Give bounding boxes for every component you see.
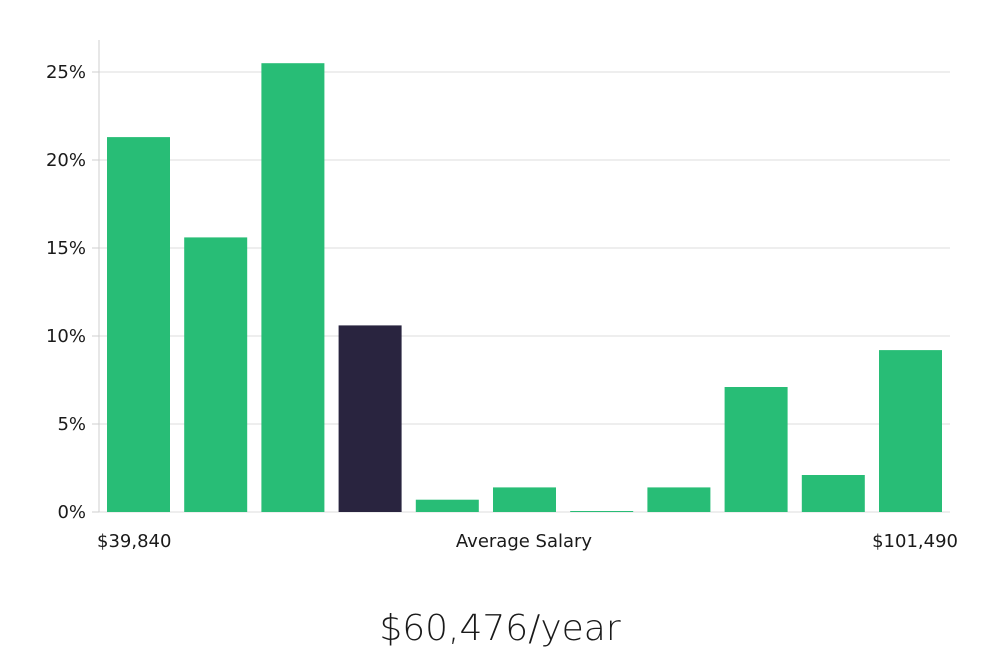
y-tick-label: 5% [57, 414, 86, 435]
y-tick-label: 10% [46, 326, 86, 347]
bar [570, 511, 634, 512]
x-min-label: $39,840 [97, 531, 171, 552]
salary-histogram: 0%5%10%15%20%25% $39,840 Average Salary … [46, 40, 958, 552]
y-tick-label: 0% [57, 502, 86, 523]
average-salary-summary: $60,476/year [379, 608, 621, 649]
y-tick-label: 25% [46, 62, 86, 83]
bar [261, 63, 325, 512]
y-tick-label: 15% [46, 238, 86, 259]
bar [801, 475, 865, 512]
bar [184, 237, 248, 512]
y-tick-label: 20% [46, 150, 86, 171]
x-max-label: $101,490 [872, 531, 958, 552]
bar [107, 137, 170, 512]
bar-highlighted [338, 325, 402, 512]
bar [879, 350, 942, 512]
bar [647, 487, 711, 512]
bar [724, 387, 788, 512]
x-axis-title: Average Salary [456, 531, 593, 552]
bar [415, 499, 479, 512]
y-tick-labels: 0% 5% 10% 15% 20% 25% [46, 62, 86, 523]
bar [493, 487, 556, 512]
bars [107, 63, 942, 512]
